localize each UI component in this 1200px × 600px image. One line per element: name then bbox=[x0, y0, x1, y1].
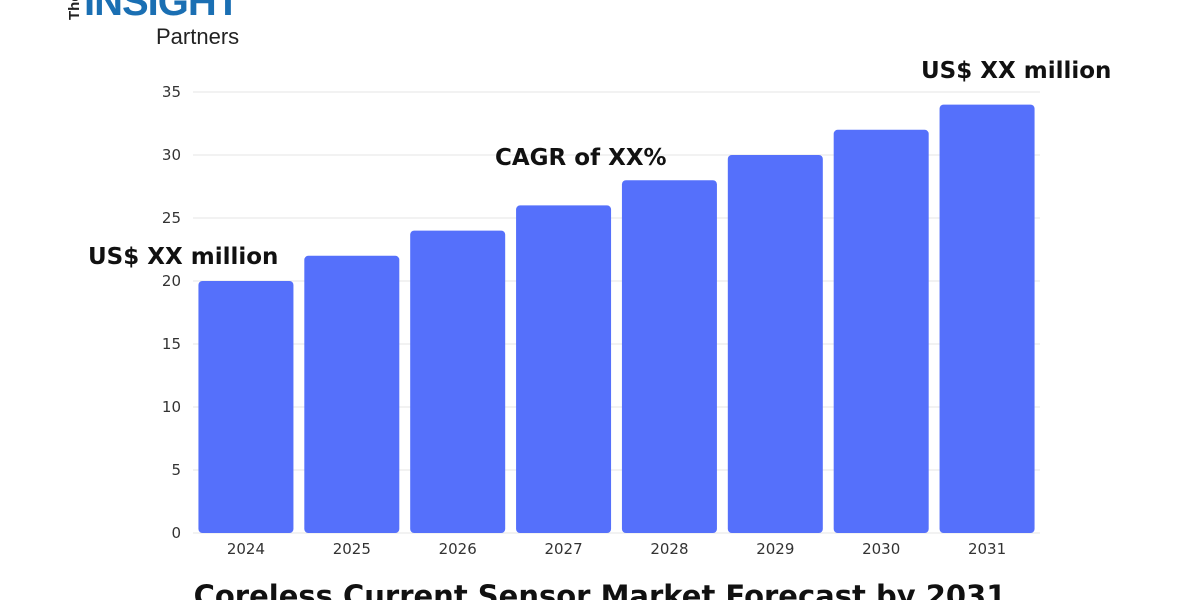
y-tick-label: 0 bbox=[171, 524, 181, 542]
y-tick-label: 30 bbox=[162, 146, 181, 164]
y-tick-label: 25 bbox=[162, 209, 181, 227]
y-tick-label: 20 bbox=[162, 272, 181, 290]
bar-2029 bbox=[727, 155, 823, 533]
bar-2026 bbox=[410, 230, 506, 533]
bar-2024 bbox=[198, 281, 294, 533]
bar-2031 bbox=[939, 104, 1035, 533]
x-tick-label: 2031 bbox=[968, 540, 1006, 558]
y-tick-label: 5 bbox=[171, 461, 181, 479]
bar-2025 bbox=[304, 255, 400, 534]
chart-title: Coreless Current Sensor Market Forecast … bbox=[194, 579, 1007, 600]
bar-2028 bbox=[621, 180, 717, 533]
x-tick-label: 2024 bbox=[227, 540, 265, 558]
x-tick-label: 2030 bbox=[862, 540, 900, 558]
bar-2027 bbox=[516, 205, 612, 533]
annotation-end: US$ XX million bbox=[921, 58, 1111, 84]
logo-partners: Partners bbox=[156, 24, 240, 49]
y-tick-label: 15 bbox=[162, 335, 181, 353]
x-tick-label: 2029 bbox=[756, 540, 794, 558]
x-tick-label: 2025 bbox=[333, 540, 371, 558]
annotation-start: US$ XX million bbox=[88, 244, 278, 270]
y-tick-label: 35 bbox=[162, 83, 181, 101]
y-tick-label: 10 bbox=[162, 398, 181, 416]
annotation-cagr: CAGR of XX% bbox=[495, 145, 667, 171]
x-tick-label: 2026 bbox=[439, 540, 477, 558]
x-tick-label: 2028 bbox=[650, 540, 688, 558]
bar-2030 bbox=[833, 129, 929, 534]
logo: The INSIGHT Partners bbox=[66, 0, 286, 52]
logo-insight: INSIGHT bbox=[84, 0, 240, 24]
x-tick-label: 2027 bbox=[544, 540, 582, 558]
